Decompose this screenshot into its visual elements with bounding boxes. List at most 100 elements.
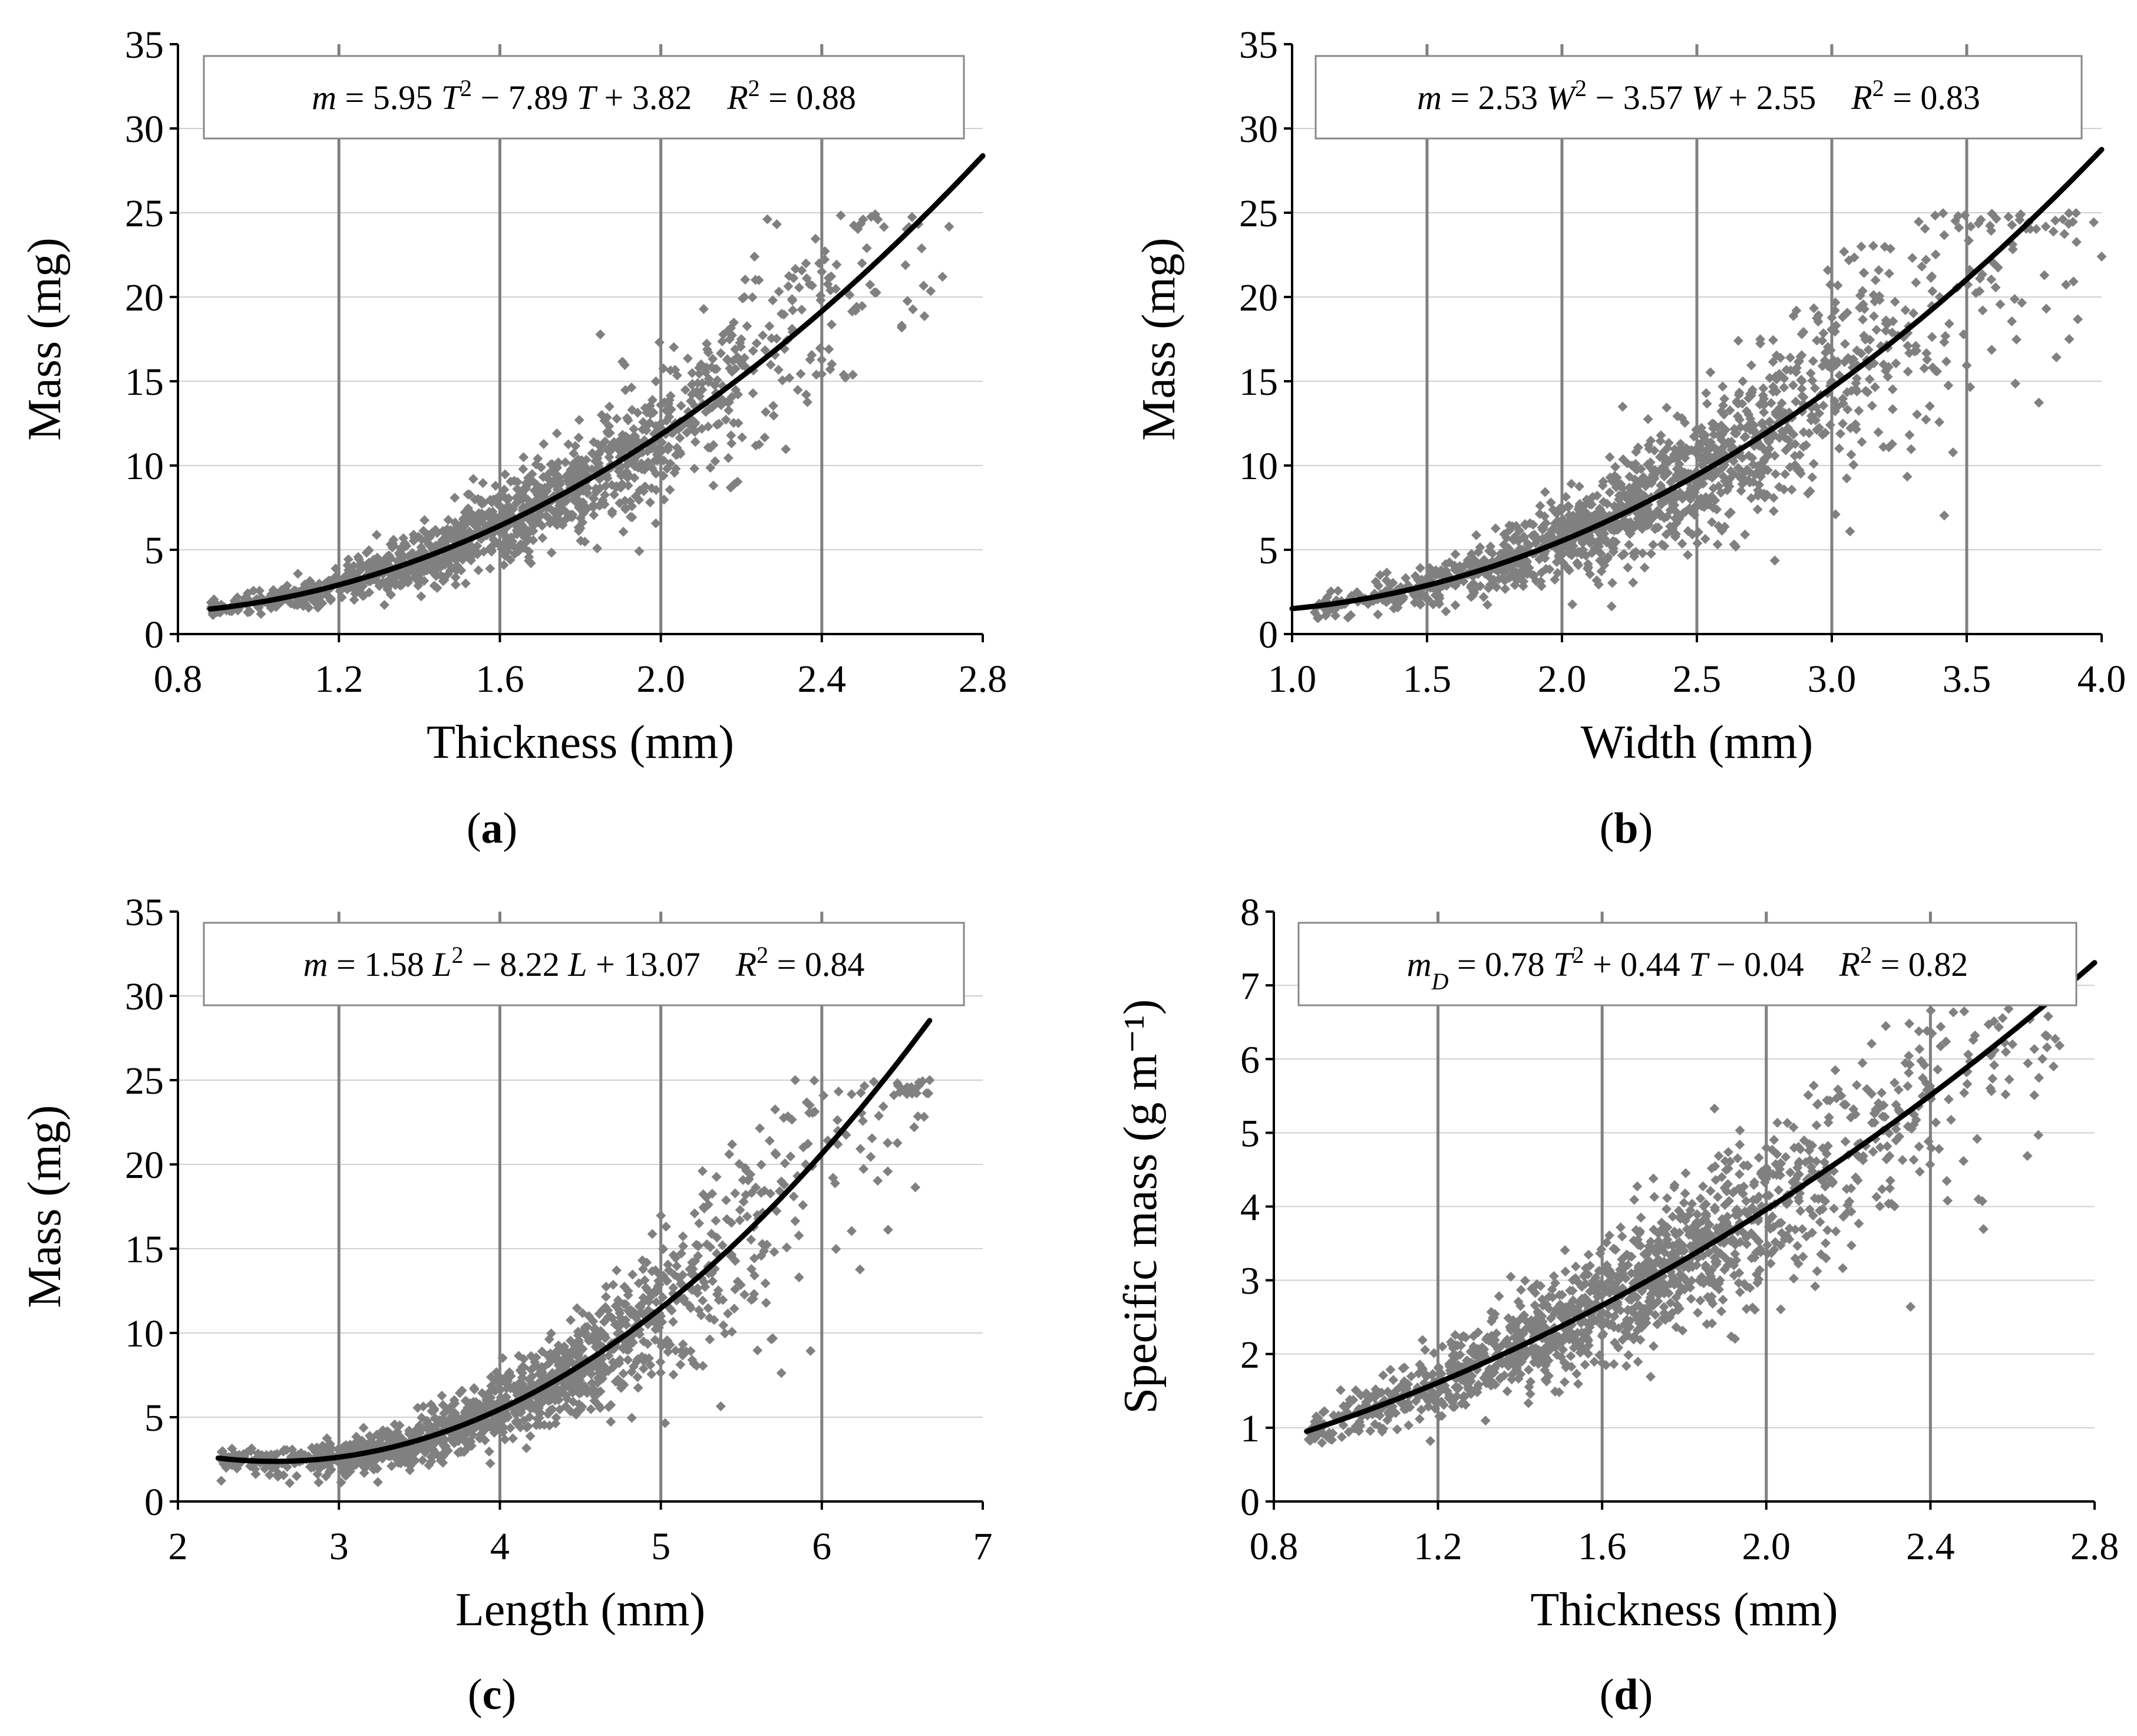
equation-part: = 0.84 — [768, 945, 864, 983]
data-point — [429, 580, 440, 591]
data-point — [612, 414, 622, 424]
panel-label-letter: a — [481, 804, 503, 853]
data-point — [629, 473, 640, 483]
data-point — [408, 529, 419, 540]
data-point — [764, 321, 775, 332]
data-point — [669, 342, 679, 352]
equation-part: R — [1851, 78, 1872, 117]
panel-label-close: ) — [503, 804, 518, 853]
data-point — [761, 407, 771, 417]
data-point — [573, 433, 584, 443]
y-tick-label: 30 — [125, 108, 164, 151]
data-point — [576, 536, 586, 546]
data-point — [665, 484, 675, 495]
data-point — [748, 345, 758, 356]
equation-part: − 3.57 — [1587, 78, 1692, 117]
panel-label-open: ( — [1600, 804, 1614, 853]
data-point — [450, 579, 461, 590]
data-point — [408, 536, 419, 546]
data-point — [825, 364, 835, 375]
data-point — [650, 468, 661, 479]
equation-text: m = 5.95 T2 − 7.89 T + 3.82 R2 = 0.88 — [312, 75, 856, 117]
x-tick-label: 2.4 — [798, 658, 847, 701]
data-point — [724, 405, 734, 415]
data-point — [498, 560, 509, 570]
data-point — [349, 569, 360, 580]
equation-part: 2 — [452, 942, 464, 968]
panel-label: (b) — [1600, 804, 1653, 853]
data-point — [417, 534, 427, 545]
data-point — [663, 444, 673, 455]
data-point — [658, 363, 669, 374]
data-point — [401, 541, 412, 552]
data-point — [792, 385, 803, 395]
data-point — [570, 441, 581, 451]
data-point — [618, 526, 629, 537]
equation-part: 2 — [748, 75, 760, 101]
equation-part: m — [303, 945, 328, 983]
data-point — [419, 515, 430, 526]
y-tick-label: 0 — [144, 1481, 164, 1524]
data-point — [560, 457, 570, 467]
equation-part: + 3.82 — [596, 78, 692, 117]
data-point — [587, 448, 598, 458]
data-point — [726, 367, 737, 377]
y-tick-label: 35 — [125, 24, 164, 67]
y-tick-label: 15 — [1239, 361, 1278, 404]
data-point — [706, 362, 716, 372]
equation-part: R — [726, 78, 748, 117]
data-point — [595, 329, 606, 340]
data-point — [710, 456, 721, 467]
data-point — [590, 456, 600, 466]
data-point — [725, 482, 736, 493]
data-point — [445, 565, 455, 576]
data-point — [781, 444, 791, 454]
data-point — [282, 580, 292, 591]
x-tick-label: 3.5 — [1943, 658, 1991, 701]
panel-label-letter: c — [483, 1671, 502, 1719]
data-point — [414, 570, 424, 581]
data-point — [687, 368, 698, 378]
equation-part: T — [577, 78, 598, 117]
data-point — [732, 477, 743, 487]
data-point — [737, 432, 748, 443]
data-point — [349, 595, 359, 605]
data-point — [468, 550, 478, 560]
data-point — [807, 350, 817, 360]
x-tick-label: 2.0 — [1538, 658, 1587, 701]
data-point — [689, 427, 700, 437]
data-point — [604, 401, 615, 412]
x-tick-label: 1.2 — [315, 658, 364, 701]
data-point — [361, 547, 372, 558]
equation-part: T — [441, 78, 463, 117]
equation-part: = 0.83 — [1884, 78, 1980, 117]
panel-label-open: ( — [468, 1671, 483, 1719]
equation-part: 2 — [757, 942, 768, 968]
equation-part: 2 — [1872, 75, 1884, 101]
x-tick-label: 5 — [651, 1525, 671, 1568]
x-tick-label: 2.8 — [959, 658, 1008, 701]
data-point — [485, 563, 496, 574]
data-point — [537, 533, 548, 543]
data-point — [293, 569, 303, 579]
x-axis-title: Thickness (mm) — [427, 717, 734, 768]
data-point — [768, 410, 779, 421]
data-point — [703, 347, 714, 358]
data-point — [617, 430, 628, 440]
data-point — [665, 391, 676, 401]
data-point — [650, 444, 660, 455]
data-point — [698, 303, 709, 314]
equation-part: m — [312, 78, 336, 117]
data-point — [468, 474, 478, 484]
data-point — [439, 575, 450, 585]
y-axis-title: Mass (mg) — [1133, 237, 1185, 440]
data-point — [331, 563, 341, 574]
y-tick-label: 15 — [125, 1228, 164, 1271]
data-point — [689, 463, 700, 474]
data-point — [444, 532, 455, 543]
data-point — [416, 542, 427, 553]
data-point — [536, 462, 546, 473]
